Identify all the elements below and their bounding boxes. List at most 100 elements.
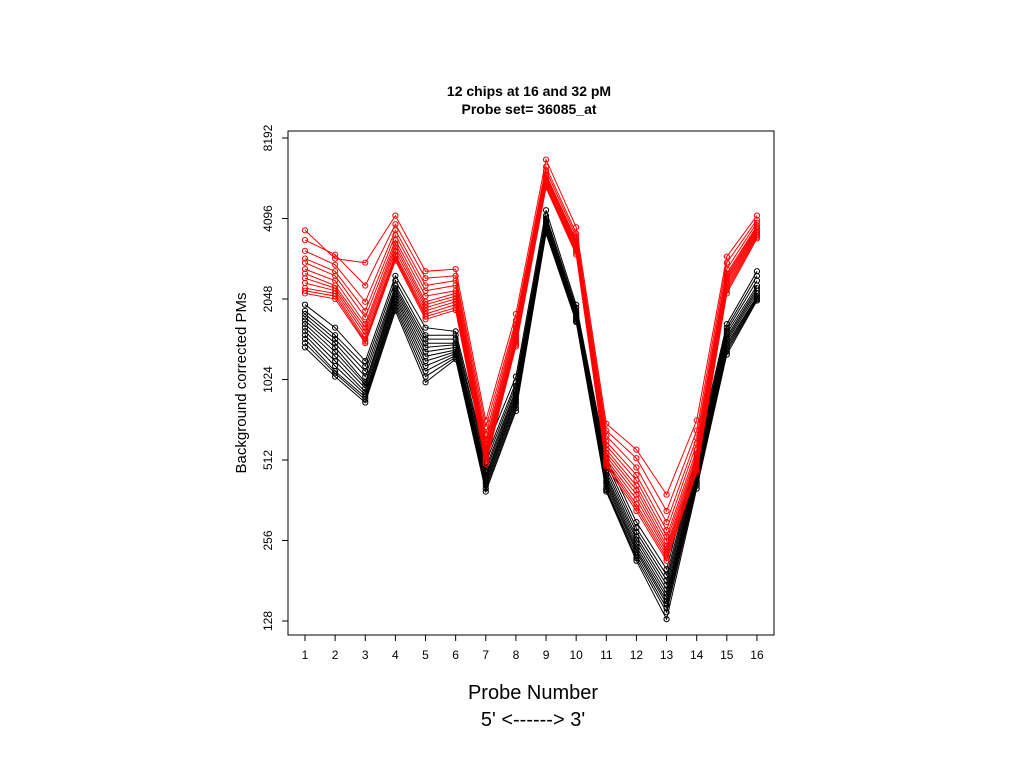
data-point: [301, 287, 309, 294]
y-axis: 128 256 512 1024 2048 4096 8192: [261, 124, 288, 631]
data-point: [301, 255, 309, 262]
data-point: [633, 446, 640, 453]
data-point: [512, 408, 520, 415]
data-point: [332, 324, 339, 331]
x-axis-label: Probe Number: [468, 682, 598, 704]
data-point: [422, 379, 429, 386]
data-point: [512, 343, 520, 350]
data-point: [301, 265, 309, 273]
data-point: [482, 460, 489, 468]
data-point: [452, 332, 459, 339]
data-point: [422, 324, 429, 331]
data-point: [362, 259, 369, 266]
data-point: [663, 616, 670, 623]
data-point: [301, 314, 309, 321]
data-point: [332, 251, 339, 258]
chart-subtitle: Probe set= 36085_at: [461, 101, 596, 117]
data-point: [542, 230, 550, 237]
data-point: [723, 259, 730, 266]
y-tick-label: 128: [261, 611, 275, 631]
data-point: [332, 373, 339, 380]
data-point: [633, 491, 640, 498]
x-tick-label: 11: [600, 648, 613, 662]
x-tick-label: 12: [630, 648, 644, 662]
data-point: [301, 336, 309, 343]
x-axis: 1 2 3 4 5 6 7 8 9 10 11 12 13 14 15 16: [302, 635, 764, 662]
data-point: [542, 156, 550, 163]
data-point: [452, 336, 459, 343]
data-point: [301, 320, 309, 328]
data-point: [663, 609, 670, 616]
data-point: [301, 310, 309, 318]
data-point: [542, 184, 550, 191]
data-point: [452, 356, 459, 363]
data-point: [422, 275, 429, 282]
data-point: [332, 370, 339, 377]
series-line: [304, 165, 758, 513]
data-point: [332, 332, 339, 339]
data-point: [542, 167, 550, 174]
series-line: [304, 233, 758, 621]
data-point: [723, 351, 730, 358]
data-point: [332, 261, 339, 268]
y-tick-label: 512: [261, 450, 275, 470]
y-tick-label: 2048: [261, 285, 275, 312]
data-point: [663, 557, 670, 564]
data-point: [301, 247, 309, 254]
data-point: [301, 301, 309, 308]
data-point: [633, 487, 640, 494]
data-point: [332, 348, 339, 355]
data-point: [301, 270, 309, 277]
y-tick-label: 256: [261, 530, 275, 550]
data-point: [723, 253, 730, 260]
data-point: [392, 247, 399, 254]
data-point: [301, 328, 309, 335]
series-line: [304, 218, 758, 582]
data-point: [301, 290, 309, 297]
data-point: [301, 324, 309, 331]
data-point: [542, 163, 550, 170]
data-point: [301, 307, 309, 314]
series-line: [304, 174, 758, 538]
data-point: [603, 488, 610, 495]
data-point: [693, 485, 700, 492]
data-point: [603, 463, 610, 470]
x-tick-label: 10: [569, 648, 583, 662]
data-point: [332, 268, 339, 275]
data-point: [362, 340, 369, 347]
data-point: [633, 482, 640, 489]
data-point: [573, 251, 580, 258]
series-12: [301, 184, 761, 564]
x-tick-label: 1: [302, 648, 309, 662]
data-point: [422, 268, 429, 275]
data-point: [301, 340, 309, 347]
x-tick-label: 2: [332, 648, 339, 662]
x-tick-label: 8: [513, 648, 520, 662]
data-point: [422, 316, 429, 323]
data-point: [753, 297, 761, 304]
data-point: [452, 328, 459, 335]
data-point: [332, 255, 339, 262]
x-tick-label: 15: [720, 648, 734, 662]
series-1: [301, 156, 761, 498]
series-24: [301, 230, 761, 623]
x-tick-label: 14: [690, 648, 704, 662]
plot-frame: [287, 130, 775, 636]
series-line: [304, 172, 758, 532]
data-point: [723, 290, 730, 297]
data-point: [392, 212, 399, 219]
data-point: [753, 219, 761, 226]
data-point: [753, 216, 761, 223]
y-tick-label: 8192: [261, 124, 275, 151]
data-point: [663, 491, 670, 498]
data-point: [332, 336, 339, 343]
data-point: [301, 332, 309, 339]
data-point: [482, 488, 489, 495]
y-axis-label: Background corrected PMs: [233, 293, 250, 474]
data-point: [332, 295, 339, 302]
data-point: [633, 507, 640, 515]
y-tick-label: 1024: [261, 366, 275, 393]
data-point: [452, 265, 459, 273]
data-point: [362, 298, 369, 305]
